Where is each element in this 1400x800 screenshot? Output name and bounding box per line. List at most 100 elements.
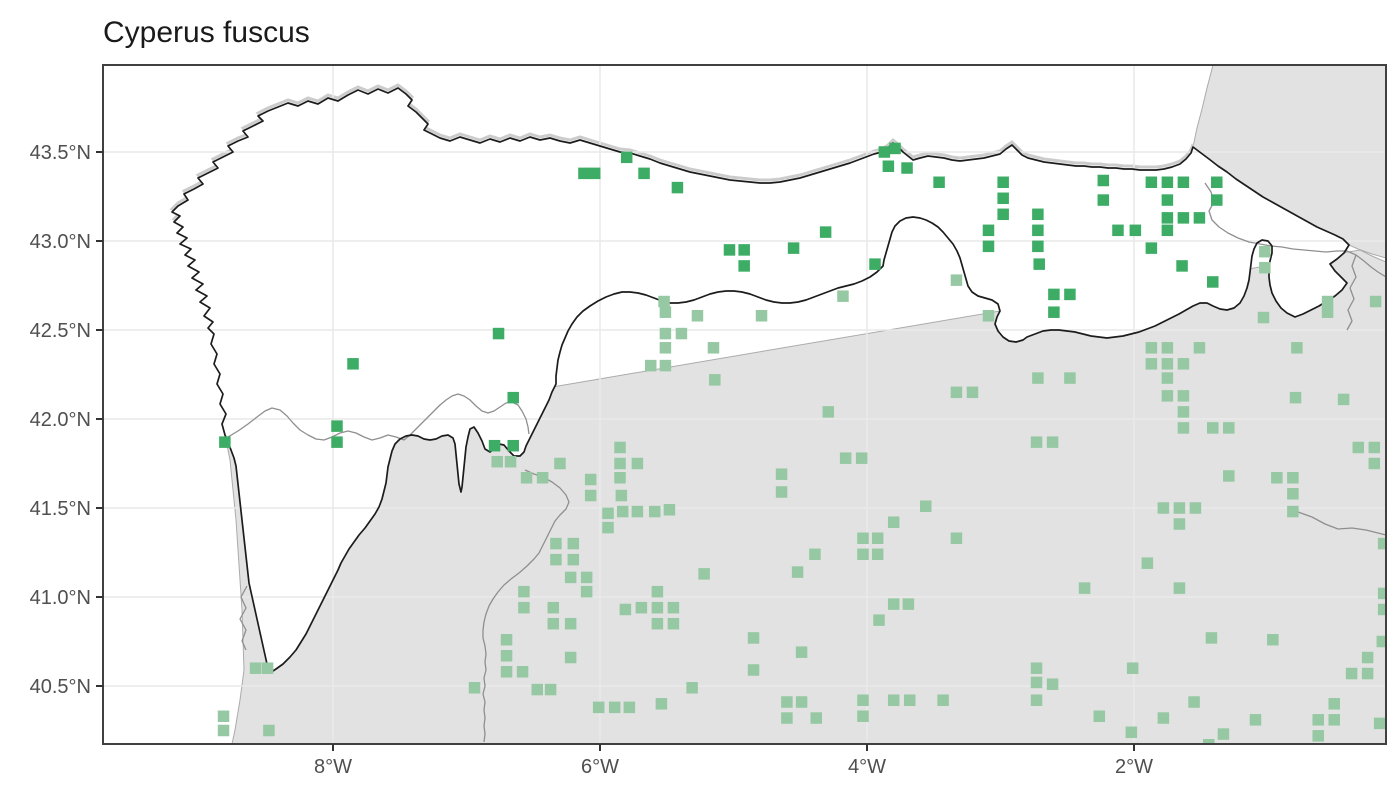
occurrence-point bbox=[1032, 372, 1044, 384]
occurrence-point bbox=[1161, 224, 1174, 237]
occurrence-point bbox=[518, 601, 530, 614]
occurrence-point bbox=[1097, 194, 1110, 206]
occurrence-point bbox=[580, 585, 593, 598]
ebro-border-line bbox=[1297, 511, 1386, 536]
occurrence-point bbox=[1125, 726, 1138, 739]
occurrence-point bbox=[619, 603, 632, 616]
occurrence-point bbox=[564, 617, 577, 630]
occurrence-point bbox=[810, 712, 823, 724]
study-area-outline bbox=[171, 87, 1350, 674]
occurrence-point bbox=[1328, 714, 1340, 726]
occurrence-point bbox=[1173, 518, 1186, 530]
occurrence-point bbox=[1145, 176, 1158, 189]
y-tick-label: 43.5°N bbox=[30, 142, 91, 164]
occurrence-point bbox=[1064, 288, 1076, 301]
occurrence-point bbox=[217, 724, 230, 737]
occurrence-point bbox=[504, 455, 517, 468]
occurrence-point bbox=[1157, 712, 1170, 724]
occurrence-point bbox=[1161, 194, 1174, 206]
study-area-fill bbox=[172, 88, 1349, 673]
occurrence-point bbox=[1211, 194, 1223, 206]
occurrence-point bbox=[1271, 471, 1283, 484]
occurrence-point bbox=[1217, 728, 1230, 740]
occurrence-point bbox=[1161, 342, 1174, 354]
occurrence-point bbox=[671, 181, 684, 194]
occurrence-point bbox=[707, 342, 720, 354]
occurrence-point bbox=[1369, 295, 1382, 308]
chart-title: Cyperus fuscus bbox=[103, 16, 310, 49]
occurrence-point bbox=[651, 617, 664, 630]
occurrence-point bbox=[331, 420, 343, 432]
axis-layer: 8°W 6°W 4°W 2°W 43.5°N 43.0°N 42.5°N 42.0°N 41.5… bbox=[30, 142, 1153, 778]
y-tick-label: 43.0°N bbox=[30, 231, 91, 253]
occurrence-point bbox=[887, 598, 900, 610]
occurrence-point bbox=[1205, 632, 1218, 644]
occurrence-point bbox=[580, 571, 593, 584]
occurrence-point bbox=[614, 471, 626, 484]
occurrence-point bbox=[1033, 258, 1045, 270]
occurrence-point bbox=[331, 436, 343, 448]
occurrence-point bbox=[1211, 176, 1223, 189]
occurrence-point bbox=[997, 192, 1009, 205]
occurrence-point bbox=[1257, 311, 1270, 324]
occurrence-point bbox=[1048, 306, 1060, 318]
occurrence-point bbox=[536, 471, 549, 484]
occurrence-point bbox=[1048, 288, 1060, 301]
occurrence-point bbox=[795, 696, 808, 708]
panel-border bbox=[102, 64, 1387, 745]
occurrence-point bbox=[1361, 667, 1374, 680]
occurrence-point bbox=[869, 258, 881, 270]
occurrence-point bbox=[675, 327, 688, 340]
occurrence-point bbox=[614, 441, 626, 454]
x-tick-label: 8°W bbox=[314, 756, 352, 778]
occurrence-point bbox=[631, 505, 644, 518]
occurrence-point bbox=[249, 662, 262, 674]
y-tick-label: 40.5°N bbox=[30, 676, 91, 698]
occurrence-point bbox=[1368, 441, 1381, 454]
occurrence-point bbox=[819, 226, 832, 238]
occurrence-point bbox=[1161, 176, 1174, 189]
occurrence-point bbox=[857, 532, 869, 545]
occurrence-point bbox=[775, 468, 788, 480]
map-layers bbox=[103, 65, 1386, 744]
occurrence-point bbox=[781, 696, 793, 708]
occurrence-point bbox=[1337, 393, 1350, 406]
occurrence-point bbox=[1078, 582, 1091, 594]
occurrence-point bbox=[1032, 208, 1044, 221]
occurrence-point bbox=[651, 585, 664, 598]
occurrence-point bbox=[1287, 505, 1299, 518]
occurrence-point bbox=[1030, 662, 1043, 674]
occurrence-point bbox=[903, 694, 916, 706]
occurrence-point bbox=[1161, 358, 1174, 370]
occurrence-point bbox=[857, 710, 869, 723]
occurrence-point bbox=[919, 500, 932, 512]
occurrence-point bbox=[822, 406, 835, 418]
occurrence-point bbox=[507, 391, 519, 404]
occurrence-point bbox=[1141, 557, 1154, 569]
occurrence-point bbox=[889, 142, 901, 155]
occurrence-point bbox=[1189, 502, 1202, 514]
occurrence-point bbox=[933, 176, 945, 189]
occurrence-point bbox=[620, 151, 633, 164]
occurrence-point bbox=[997, 208, 1009, 221]
occurrence-point bbox=[873, 614, 885, 626]
occurrence-point bbox=[1377, 603, 1386, 616]
occurrence-point bbox=[982, 224, 995, 237]
occurrence-point bbox=[738, 244, 750, 256]
occurrence-point bbox=[1203, 738, 1215, 744]
occurrence-point bbox=[602, 507, 614, 520]
occurrence-point bbox=[1157, 502, 1170, 514]
y-tick-label: 41.5°N bbox=[30, 498, 91, 520]
occurrence-point bbox=[1129, 224, 1142, 237]
occurrence-point bbox=[738, 260, 750, 272]
occurrence-point bbox=[516, 666, 529, 678]
occurrence-point bbox=[1046, 678, 1059, 690]
occurrence-point bbox=[644, 359, 657, 372]
occurrence-point bbox=[219, 436, 231, 448]
occurrence-point bbox=[1177, 358, 1190, 370]
occurrence-point bbox=[1176, 260, 1188, 272]
occurrence-point bbox=[1207, 276, 1219, 288]
occurrence-point bbox=[723, 244, 736, 256]
occurrence-point bbox=[1289, 391, 1302, 404]
occurrence-point bbox=[631, 457, 644, 470]
